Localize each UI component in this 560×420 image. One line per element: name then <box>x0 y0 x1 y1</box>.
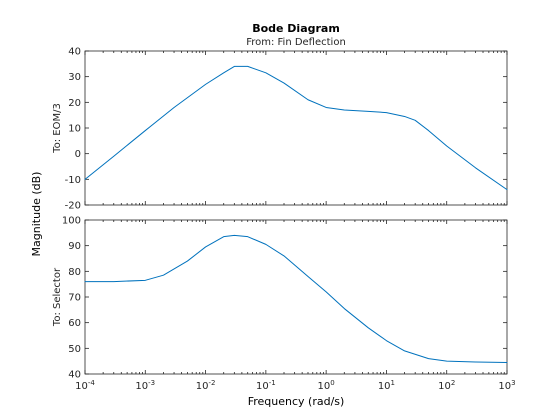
x-tick-label: 100 <box>318 379 335 392</box>
y-tick-label: 70 <box>68 293 81 304</box>
y-tick-label: 40 <box>68 370 81 381</box>
x-axis-label: Frequency (rad/s) <box>248 395 345 408</box>
plot-area-0 <box>84 50 508 206</box>
y-tick-label: 100 <box>62 216 81 227</box>
y-tick-label: 30 <box>68 72 81 83</box>
x-tick-label: 10-2 <box>196 379 216 392</box>
chart-title: Bode Diagram <box>252 22 340 35</box>
plot-area-1 <box>84 219 508 375</box>
y-tick-label: 50 <box>68 344 81 355</box>
y-tick-label: 90 <box>68 241 81 252</box>
y-tick-label: 0 <box>75 149 81 160</box>
y-tick-label: 60 <box>68 318 81 329</box>
x-tick-label: 102 <box>438 379 455 392</box>
y-tick-label: -20 <box>65 201 81 212</box>
x-tick-label: 10-3 <box>135 379 155 392</box>
x-tick-label: 103 <box>498 379 515 392</box>
panel-selector: To: Selector 40 50 60 70 80 90 100 10-4 10-3 10-2 1… <box>52 216 516 393</box>
y-tick-label: 40 <box>68 47 81 58</box>
y-tick-label: 10 <box>68 124 81 135</box>
magnitude-line-1 <box>84 234 508 363</box>
x-tick-label: 10-1 <box>256 379 276 392</box>
magnitude-line-0 <box>84 65 508 191</box>
output-label-1: To: Selector <box>52 267 63 327</box>
y-tick-label: -10 <box>65 175 81 186</box>
output-label-0: To: EOM/3 <box>52 103 63 154</box>
panel-eom3: To: EOM/3 -20 -10 0 10 20 30 40 <box>52 47 508 212</box>
x-tick-label: 101 <box>378 379 395 392</box>
chart-subtitle: From: Fin Deflection <box>246 37 346 48</box>
y-axis-label: Magnitude (dB) <box>30 172 43 257</box>
x-tick-label: 10-4 <box>75 379 95 392</box>
y-tick-label: 20 <box>68 98 81 109</box>
y-tick-label: 80 <box>68 267 81 278</box>
